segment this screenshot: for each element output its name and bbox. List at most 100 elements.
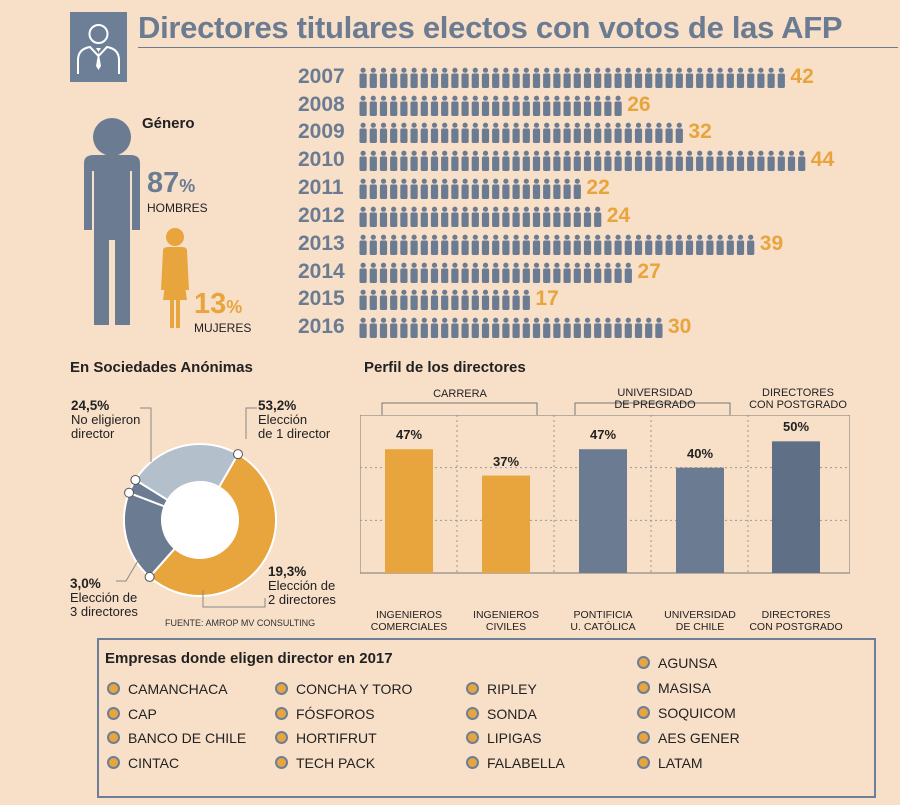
bullet-icon xyxy=(637,656,650,669)
gender-title: Género xyxy=(142,115,195,132)
company-item: CINTAC xyxy=(107,755,179,771)
people-bar-2007 xyxy=(359,67,785,88)
company-item: CONCHA Y TORO xyxy=(275,681,412,697)
group-label-postgrado-line1: DIRECTORES xyxy=(762,387,834,399)
people-bar-2011 xyxy=(359,178,581,199)
companies-title: Empresas donde eligen director en 2017 xyxy=(105,650,393,667)
title-divider xyxy=(138,47,898,48)
people-bar-2016 xyxy=(359,317,663,338)
donut-label-one: 53,2% Elección de 1 director xyxy=(258,399,330,441)
bar-category-line1: INGENIEROS xyxy=(376,609,442,621)
company-name: CINTAC xyxy=(128,755,180,771)
group-label-universidad-line2: DE PREGRADO xyxy=(614,399,696,411)
bar-category-line2: U. CATÓLICA xyxy=(570,621,636,633)
company-name: CAMANCHACA xyxy=(128,681,228,697)
company-item: BANCO DE CHILE xyxy=(107,730,246,746)
bar-category-line2: DE CHILE xyxy=(675,621,725,633)
people-bar-2010 xyxy=(359,150,806,171)
people-bar-2013 xyxy=(359,234,755,255)
bar-value-label: 47% xyxy=(589,427,617,443)
donut-slice-one-director xyxy=(148,452,277,597)
donut-marker xyxy=(130,474,141,485)
bar-category-label: INGENIEROS CIVILES xyxy=(458,609,554,633)
donut-label-none-line2: director xyxy=(71,426,115,441)
year-value-2011: 22 xyxy=(586,176,610,199)
bullet-icon xyxy=(275,682,288,695)
source-note: FUENTE: AMROP MV CONSULTING xyxy=(165,618,316,628)
profile-bar xyxy=(579,449,627,573)
bar-category-line2: CON POSTGRADO xyxy=(749,621,843,633)
company-name: TECH PACK xyxy=(296,755,376,771)
bar-category-line2: COMERCIALES xyxy=(370,621,448,633)
director-icon xyxy=(70,12,127,82)
company-name: FALABELLA xyxy=(487,755,565,771)
bullet-icon xyxy=(637,756,650,769)
company-name: RIPLEY xyxy=(487,681,537,697)
bullet-icon xyxy=(466,756,479,769)
man-figure xyxy=(84,118,140,325)
company-name: LIPIGAS xyxy=(487,730,542,746)
donut-label-three-line2: 3 directores xyxy=(70,604,138,619)
company-item: FÓSFOROS xyxy=(275,706,375,722)
bullet-icon xyxy=(107,707,120,720)
company-item: SONDA xyxy=(466,706,537,722)
bullet-icon xyxy=(275,756,288,769)
donut-label-three: 3,0% Elección de 3 directores xyxy=(70,577,138,619)
bar-category-line2: CIVILES xyxy=(485,621,527,633)
year-value-2015: 17 xyxy=(535,287,559,310)
year-value-2007: 42 xyxy=(790,65,814,88)
company-item: TECH PACK xyxy=(275,755,375,771)
donut-label-three-line1: Elección de xyxy=(70,590,138,605)
bullet-icon xyxy=(466,707,479,720)
donut-label-two-pct: 19,3% xyxy=(268,564,307,579)
year-label-2011: 2011 xyxy=(298,176,344,199)
group-label-carrera: CARRERA xyxy=(433,388,487,400)
company-name: SONDA xyxy=(487,706,537,722)
bullet-icon xyxy=(466,731,479,744)
donut-label-two-line2: 2 directores xyxy=(268,592,336,607)
bar-category-label: INGENIEROS COMERCIALES xyxy=(361,609,457,633)
bar-value-label: 50% xyxy=(782,419,810,435)
year-label-2008: 2008 xyxy=(298,93,345,116)
company-name: HORTIFRUT xyxy=(296,730,377,746)
people-bar-2009 xyxy=(359,122,683,143)
men-percentage: 87% xyxy=(147,167,195,200)
profile-brackets xyxy=(381,402,731,415)
year-label-2013: 2013 xyxy=(298,232,345,255)
profile-bar-chart xyxy=(360,415,850,574)
bullet-icon xyxy=(275,731,288,744)
donut-marker xyxy=(124,487,135,498)
woman-figure xyxy=(161,228,189,328)
women-percentage: 13% xyxy=(194,288,242,321)
gender-figures xyxy=(84,118,189,328)
profile-bar xyxy=(385,449,433,573)
profile-bar xyxy=(482,475,530,573)
company-item: CAMANCHACA xyxy=(107,681,228,697)
company-name: BANCO DE CHILE xyxy=(128,730,247,746)
people-bar-2014 xyxy=(359,262,632,283)
company-item: MASISA xyxy=(637,680,711,696)
year-label-2007: 2007 xyxy=(298,65,345,88)
year-value-2009: 32 xyxy=(688,120,712,143)
donut-hole xyxy=(163,483,237,557)
year-value-2013: 39 xyxy=(759,232,784,255)
year-label-2012: 2012 xyxy=(298,204,345,227)
bullet-icon xyxy=(637,681,650,694)
company-item: LIPIGAS xyxy=(466,730,541,746)
bar-value-label: 40% xyxy=(686,445,714,461)
women-pct-value: 13 xyxy=(194,288,227,320)
donut-label-two: 19,3% Elección de 2 directores xyxy=(268,565,336,607)
company-name: AES GENER xyxy=(658,730,740,746)
bar-value-label: 37% xyxy=(492,453,520,469)
group-label-postgrado-line2: CON POSTGRADO xyxy=(749,399,847,411)
bullet-icon xyxy=(275,707,288,720)
bullet-icon xyxy=(637,706,650,719)
bullet-icon xyxy=(107,731,120,744)
bar-category-label: PONTIFICIA U. CATÓLICA xyxy=(555,609,651,633)
bar-category-line1: PONTIFICIA xyxy=(573,609,633,621)
profile-bar xyxy=(772,441,820,573)
year-value-2008: 26 xyxy=(627,93,651,116)
bar-category-line1: UNIVERSIDAD xyxy=(664,609,736,621)
year-label-2014: 2014 xyxy=(298,260,345,283)
bar-category-line1: INGENIEROS xyxy=(473,609,539,621)
